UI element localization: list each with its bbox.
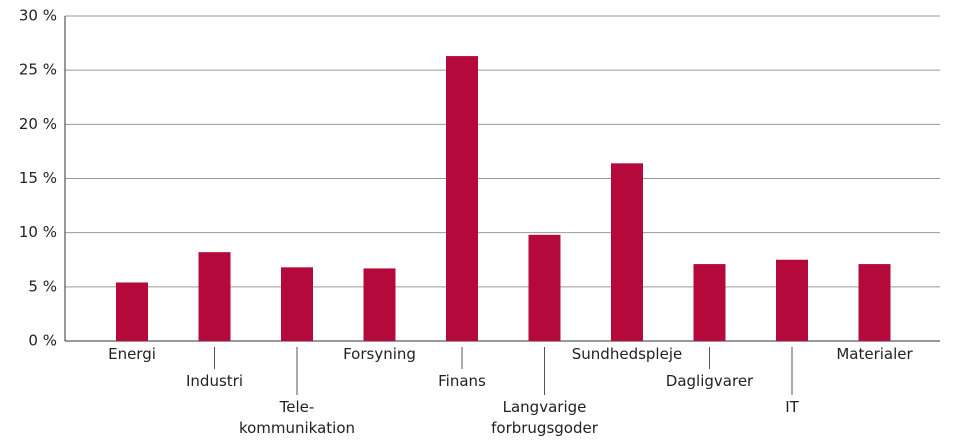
x-tick-label: Forsyning <box>343 345 416 363</box>
x-tick-label: Sundhedspleje <box>571 345 683 363</box>
bar <box>116 282 148 341</box>
bar <box>281 267 313 341</box>
x-tick-label: IT <box>785 398 799 416</box>
y-tick-label: 30 % <box>19 7 57 25</box>
y-tick-label: 25 % <box>19 61 57 79</box>
bar <box>611 163 643 341</box>
y-tick-label: 5 % <box>28 277 57 295</box>
bar <box>776 259 808 341</box>
x-tick-label: Langvarige forbrugsgoder <box>491 398 598 437</box>
bar <box>693 264 726 341</box>
x-tick-label: Industri <box>186 372 243 390</box>
x-tick-label: Materialer <box>836 345 913 363</box>
y-tick-label: 20 % <box>19 115 57 133</box>
x-tick-label: Dagligvarer <box>665 372 754 390</box>
bar <box>446 56 478 341</box>
bar <box>858 264 891 341</box>
bar <box>198 252 231 341</box>
y-tick-label: 0 % <box>28 332 57 350</box>
bar <box>528 234 561 341</box>
x-tick-label: Energi <box>108 345 156 363</box>
y-tick-label: 15 % <box>19 169 57 187</box>
x-tick-label: Tele- kommunikation <box>238 398 356 437</box>
y-tick-label: 10 % <box>19 223 57 241</box>
bar <box>363 268 396 341</box>
x-tick-label: Finans <box>438 372 486 390</box>
